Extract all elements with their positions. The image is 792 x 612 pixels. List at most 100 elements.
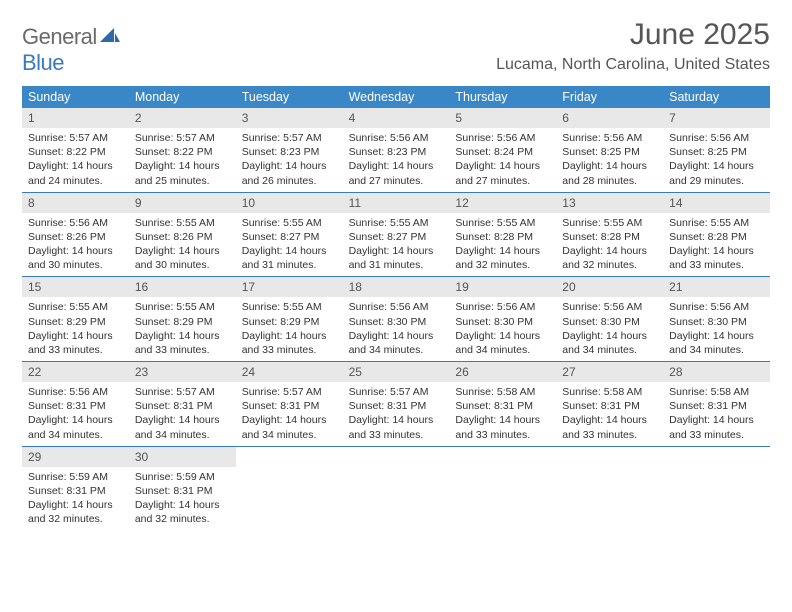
brand-part2: Blue [22, 50, 64, 75]
day-cell: 7Sunrise: 5:56 AMSunset: 8:25 PMDaylight… [663, 108, 770, 192]
empty-day-cell [449, 447, 556, 531]
day-number: 29 [22, 447, 129, 467]
day-body: Sunrise: 5:57 AMSunset: 8:22 PMDaylight:… [22, 128, 129, 188]
day-cell: 30Sunrise: 5:59 AMSunset: 8:31 PMDayligh… [129, 447, 236, 531]
daylight-line: Daylight: 14 hours and 34 minutes. [669, 329, 764, 357]
day-body: Sunrise: 5:56 AMSunset: 8:25 PMDaylight:… [663, 128, 770, 188]
daylight-line: Daylight: 14 hours and 29 minutes. [669, 159, 764, 187]
day-body: Sunrise: 5:55 AMSunset: 8:28 PMDaylight:… [663, 213, 770, 273]
day-body: Sunrise: 5:56 AMSunset: 8:31 PMDaylight:… [22, 382, 129, 442]
calendar-week-row: 1Sunrise: 5:57 AMSunset: 8:22 PMDaylight… [22, 108, 770, 193]
sunset-line: Sunset: 8:31 PM [135, 399, 230, 413]
sunrise-line: Sunrise: 5:55 AM [562, 216, 657, 230]
sunset-line: Sunset: 8:31 PM [28, 399, 123, 413]
sunrise-line: Sunrise: 5:57 AM [242, 385, 337, 399]
day-number: 22 [22, 362, 129, 382]
day-number: 28 [663, 362, 770, 382]
sunrise-line: Sunrise: 5:57 AM [135, 131, 230, 145]
daylight-line: Daylight: 14 hours and 25 minutes. [135, 159, 230, 187]
daylight-line: Daylight: 14 hours and 33 minutes. [28, 329, 123, 357]
day-cell: 21Sunrise: 5:56 AMSunset: 8:30 PMDayligh… [663, 277, 770, 361]
day-body: Sunrise: 5:55 AMSunset: 8:29 PMDaylight:… [22, 297, 129, 357]
day-body: Sunrise: 5:55 AMSunset: 8:28 PMDaylight:… [449, 213, 556, 273]
day-cell: 20Sunrise: 5:56 AMSunset: 8:30 PMDayligh… [556, 277, 663, 361]
sunset-line: Sunset: 8:31 PM [28, 484, 123, 498]
day-number: 11 [343, 193, 450, 213]
daylight-line: Daylight: 14 hours and 33 minutes. [669, 244, 764, 272]
day-number: 30 [129, 447, 236, 467]
day-body: Sunrise: 5:55 AMSunset: 8:27 PMDaylight:… [236, 213, 343, 273]
day-number: 2 [129, 108, 236, 128]
calendar-week-row: 22Sunrise: 5:56 AMSunset: 8:31 PMDayligh… [22, 362, 770, 447]
day-body: Sunrise: 5:57 AMSunset: 8:31 PMDaylight:… [343, 382, 450, 442]
day-cell: 3Sunrise: 5:57 AMSunset: 8:23 PMDaylight… [236, 108, 343, 192]
daylight-line: Daylight: 14 hours and 31 minutes. [349, 244, 444, 272]
day-body: Sunrise: 5:57 AMSunset: 8:22 PMDaylight:… [129, 128, 236, 188]
day-cell: 1Sunrise: 5:57 AMSunset: 8:22 PMDaylight… [22, 108, 129, 192]
day-body: Sunrise: 5:56 AMSunset: 8:30 PMDaylight:… [556, 297, 663, 357]
daylight-line: Daylight: 14 hours and 33 minutes. [669, 413, 764, 441]
day-body: Sunrise: 5:58 AMSunset: 8:31 PMDaylight:… [449, 382, 556, 442]
daylight-line: Daylight: 14 hours and 32 minutes. [562, 244, 657, 272]
sunrise-line: Sunrise: 5:56 AM [28, 216, 123, 230]
sunrise-line: Sunrise: 5:57 AM [349, 385, 444, 399]
calendar-week-row: 8Sunrise: 5:56 AMSunset: 8:26 PMDaylight… [22, 193, 770, 278]
daylight-line: Daylight: 14 hours and 30 minutes. [135, 244, 230, 272]
sunset-line: Sunset: 8:31 PM [455, 399, 550, 413]
sunset-line: Sunset: 8:25 PM [669, 145, 764, 159]
sunrise-line: Sunrise: 5:59 AM [28, 470, 123, 484]
empty-day-cell [556, 447, 663, 531]
day-number: 27 [556, 362, 663, 382]
daylight-line: Daylight: 14 hours and 34 minutes. [455, 329, 550, 357]
daylight-line: Daylight: 14 hours and 28 minutes. [562, 159, 657, 187]
daylight-line: Daylight: 14 hours and 34 minutes. [242, 413, 337, 441]
calendar-week-row: 15Sunrise: 5:55 AMSunset: 8:29 PMDayligh… [22, 277, 770, 362]
day-number: 3 [236, 108, 343, 128]
day-cell: 26Sunrise: 5:58 AMSunset: 8:31 PMDayligh… [449, 362, 556, 446]
sunset-line: Sunset: 8:30 PM [562, 315, 657, 329]
sunset-line: Sunset: 8:27 PM [242, 230, 337, 244]
day-number: 13 [556, 193, 663, 213]
day-number: 18 [343, 277, 450, 297]
day-number: 25 [343, 362, 450, 382]
dow-label: Wednesday [343, 86, 450, 108]
dow-label: Sunday [22, 86, 129, 108]
day-body: Sunrise: 5:55 AMSunset: 8:26 PMDaylight:… [129, 213, 236, 273]
sunrise-line: Sunrise: 5:55 AM [135, 300, 230, 314]
day-body: Sunrise: 5:56 AMSunset: 8:24 PMDaylight:… [449, 128, 556, 188]
sunrise-line: Sunrise: 5:58 AM [455, 385, 550, 399]
daylight-line: Daylight: 14 hours and 32 minutes. [28, 498, 123, 526]
sunrise-line: Sunrise: 5:56 AM [349, 300, 444, 314]
day-cell: 28Sunrise: 5:58 AMSunset: 8:31 PMDayligh… [663, 362, 770, 446]
sunset-line: Sunset: 8:29 PM [28, 315, 123, 329]
dow-label: Monday [129, 86, 236, 108]
sunrise-line: Sunrise: 5:56 AM [562, 131, 657, 145]
day-cell: 12Sunrise: 5:55 AMSunset: 8:28 PMDayligh… [449, 193, 556, 277]
day-cell: 19Sunrise: 5:56 AMSunset: 8:30 PMDayligh… [449, 277, 556, 361]
day-body: Sunrise: 5:56 AMSunset: 8:25 PMDaylight:… [556, 128, 663, 188]
day-body: Sunrise: 5:57 AMSunset: 8:31 PMDaylight:… [236, 382, 343, 442]
day-number: 21 [663, 277, 770, 297]
day-body: Sunrise: 5:58 AMSunset: 8:31 PMDaylight:… [556, 382, 663, 442]
day-body: Sunrise: 5:56 AMSunset: 8:23 PMDaylight:… [343, 128, 450, 188]
location-text: Lucama, North Carolina, United States [496, 56, 770, 74]
day-number: 24 [236, 362, 343, 382]
daylight-line: Daylight: 14 hours and 33 minutes. [455, 413, 550, 441]
sunset-line: Sunset: 8:22 PM [28, 145, 123, 159]
day-cell: 8Sunrise: 5:56 AMSunset: 8:26 PMDaylight… [22, 193, 129, 277]
sunset-line: Sunset: 8:30 PM [669, 315, 764, 329]
sunrise-line: Sunrise: 5:55 AM [349, 216, 444, 230]
daylight-line: Daylight: 14 hours and 27 minutes. [349, 159, 444, 187]
sunset-line: Sunset: 8:31 PM [135, 484, 230, 498]
day-body: Sunrise: 5:57 AMSunset: 8:23 PMDaylight:… [236, 128, 343, 188]
dow-label: Thursday [449, 86, 556, 108]
day-cell: 14Sunrise: 5:55 AMSunset: 8:28 PMDayligh… [663, 193, 770, 277]
day-number: 15 [22, 277, 129, 297]
daylight-line: Daylight: 14 hours and 33 minutes. [135, 329, 230, 357]
day-cell: 11Sunrise: 5:55 AMSunset: 8:27 PMDayligh… [343, 193, 450, 277]
dow-label: Tuesday [236, 86, 343, 108]
day-cell: 15Sunrise: 5:55 AMSunset: 8:29 PMDayligh… [22, 277, 129, 361]
daylight-line: Daylight: 14 hours and 30 minutes. [28, 244, 123, 272]
day-cell: 27Sunrise: 5:58 AMSunset: 8:31 PMDayligh… [556, 362, 663, 446]
sunrise-line: Sunrise: 5:55 AM [242, 300, 337, 314]
